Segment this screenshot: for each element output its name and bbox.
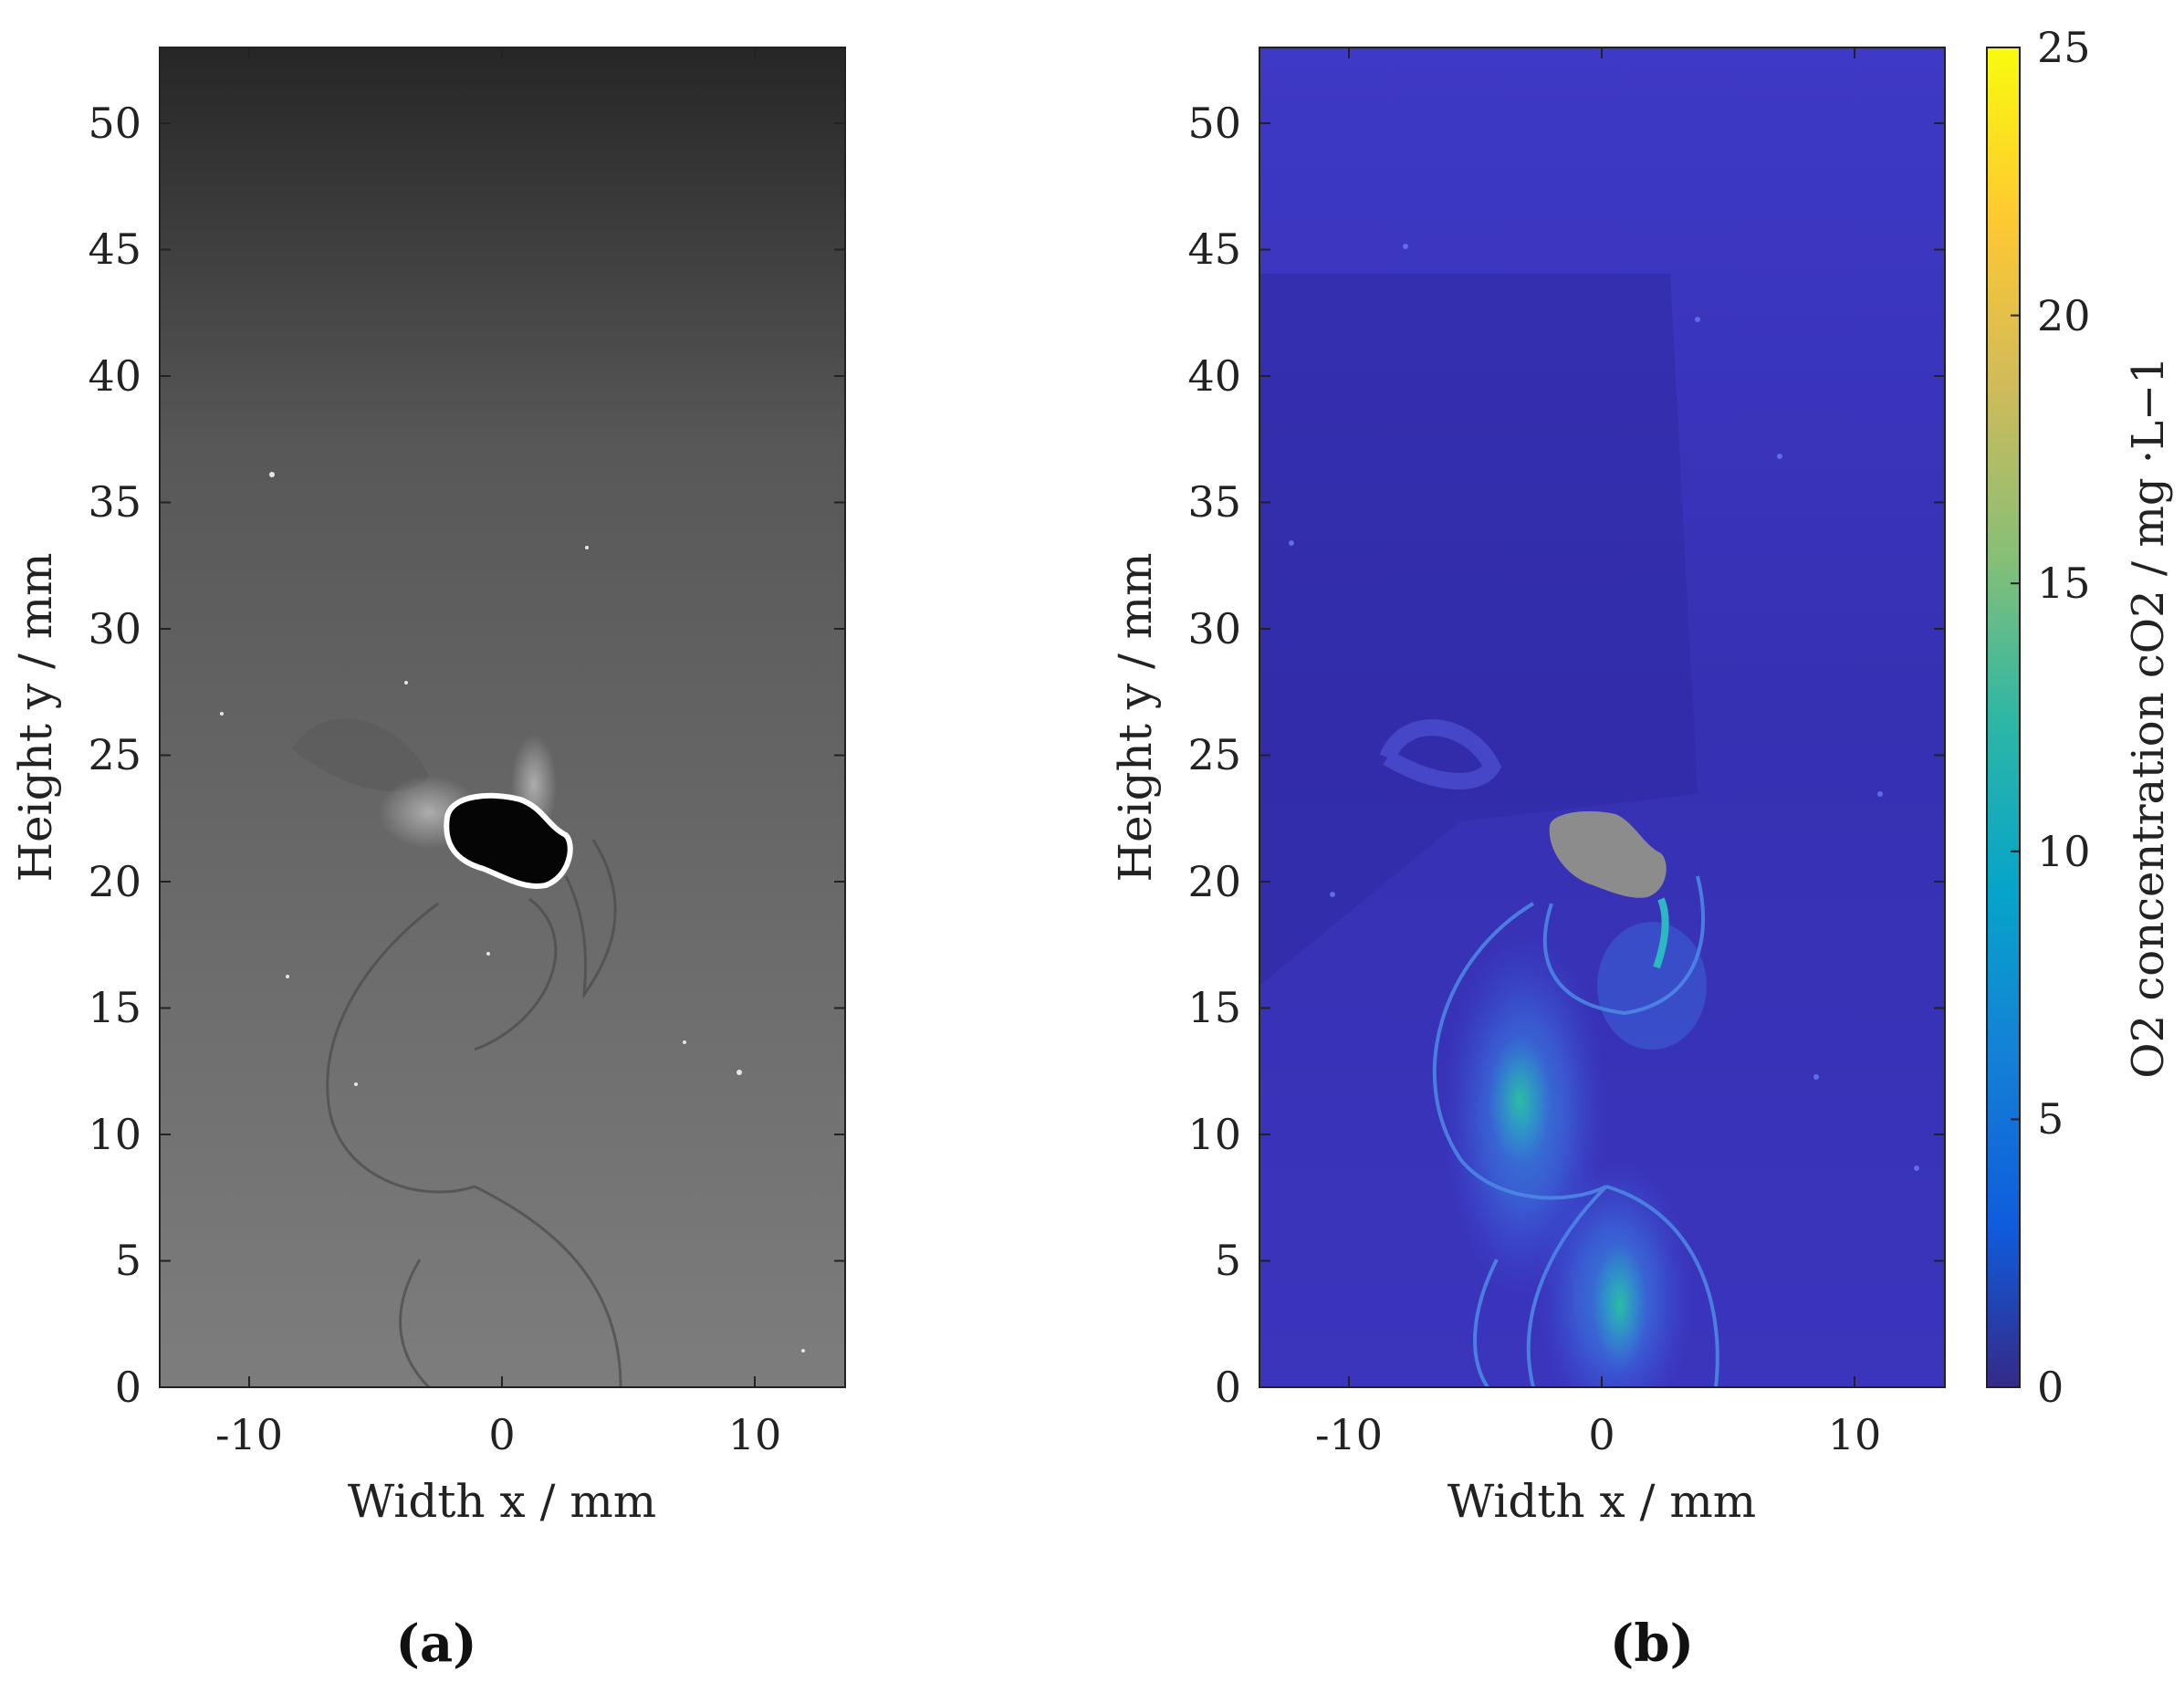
panel-b-y-tick-labels: 0 5 10 15 20 25 30 35 40 45 50 (1187, 99, 1241, 1412)
colorbar-tick-label: 25 (2037, 23, 2091, 72)
y-tick-label: 40 (1187, 351, 1241, 401)
x-tick-label: 10 (1828, 1410, 1882, 1459)
y-tick-label: 35 (1187, 477, 1241, 527)
y-tick-label: 15 (88, 983, 141, 1032)
y-tick-label: 50 (1187, 99, 1241, 148)
panel-a: 0 5 10 15 20 25 30 35 40 45 50 -10 0 10 … (9, 47, 846, 1674)
y-tick-label: 45 (1187, 225, 1241, 274)
colorbar-tick-label: 0 (2037, 1363, 2064, 1412)
panel-b-image (1259, 47, 1945, 1387)
panel-a-x-ticks (248, 47, 756, 1387)
bubble-mask (1549, 810, 1667, 898)
panel-a-caption: (a) (395, 1614, 476, 1674)
colorbar-gradient (1986, 47, 2021, 1388)
y-tick-label: 45 (88, 225, 141, 274)
y-tick-label: 20 (1187, 857, 1241, 906)
colorbar-label: O2 concentration cO2 / mg ·L−1 (2123, 356, 2174, 1078)
colorbar-tick-label: 15 (2037, 559, 2091, 608)
y-tick-label: 15 (1187, 983, 1241, 1032)
panel-a-image (160, 47, 845, 1387)
y-tick-label: 5 (1215, 1236, 1241, 1285)
panel-b-caption: (b) (1610, 1614, 1694, 1674)
panel-a-x-axis-label: Width x / mm (348, 1475, 656, 1528)
y-tick-label: 30 (1187, 604, 1241, 653)
x-tick-label: -10 (215, 1410, 283, 1459)
y-tick-label: 25 (1187, 730, 1241, 779)
y-tick-label: 0 (1215, 1363, 1241, 1412)
panel-a-y-tick-labels: 0 5 10 15 20 25 30 35 40 45 50 (88, 99, 141, 1412)
y-tick-label: 40 (88, 351, 141, 401)
y-tick-label: 5 (115, 1236, 141, 1285)
y-tick-label: 10 (88, 1110, 141, 1159)
x-tick-label: -10 (1315, 1410, 1383, 1459)
x-tick-label: 10 (728, 1410, 782, 1459)
panel-b-y-ticks (1259, 122, 1945, 1388)
x-tick-label: 0 (488, 1410, 515, 1459)
panel-b-x-axis-label: Width x / mm (1447, 1475, 1756, 1528)
colorbar-tick-label: 20 (2037, 291, 2091, 340)
panel-b-x-tick-labels: -10 0 10 (1315, 1410, 1881, 1459)
y-tick-label: 20 (88, 857, 141, 906)
y-tick-label: 10 (1187, 1110, 1241, 1159)
colorbar-tick-labels: 0 5 10 15 20 25 (2037, 23, 2091, 1412)
colorbar-tick-label: 5 (2037, 1094, 2064, 1144)
y-tick-label: 50 (88, 99, 141, 148)
panel-b-y-axis-label: Height y / mm (1109, 552, 1162, 882)
panel-a-x-tick-labels: -10 0 10 (215, 1410, 781, 1459)
panel-a-y-ticks (160, 122, 845, 1388)
y-tick-label: 0 (115, 1363, 141, 1412)
y-tick-label: 25 (88, 730, 141, 779)
panel-b: 0 5 10 15 20 25 30 35 40 45 50 -10 0 10 … (1109, 23, 2174, 1674)
colorbar: 0 5 10 15 20 25 O2 concentration cO2 / m… (1986, 23, 2174, 1412)
y-tick-label: 30 (88, 604, 141, 653)
panel-b-x-ticks (1348, 47, 1855, 1387)
y-tick-label: 35 (88, 477, 141, 527)
colorbar-tick-label: 10 (2037, 827, 2091, 876)
bubble-outline (444, 792, 573, 889)
panel-a-y-axis-label: Height y / mm (9, 552, 62, 882)
x-tick-label: 0 (1588, 1410, 1614, 1459)
